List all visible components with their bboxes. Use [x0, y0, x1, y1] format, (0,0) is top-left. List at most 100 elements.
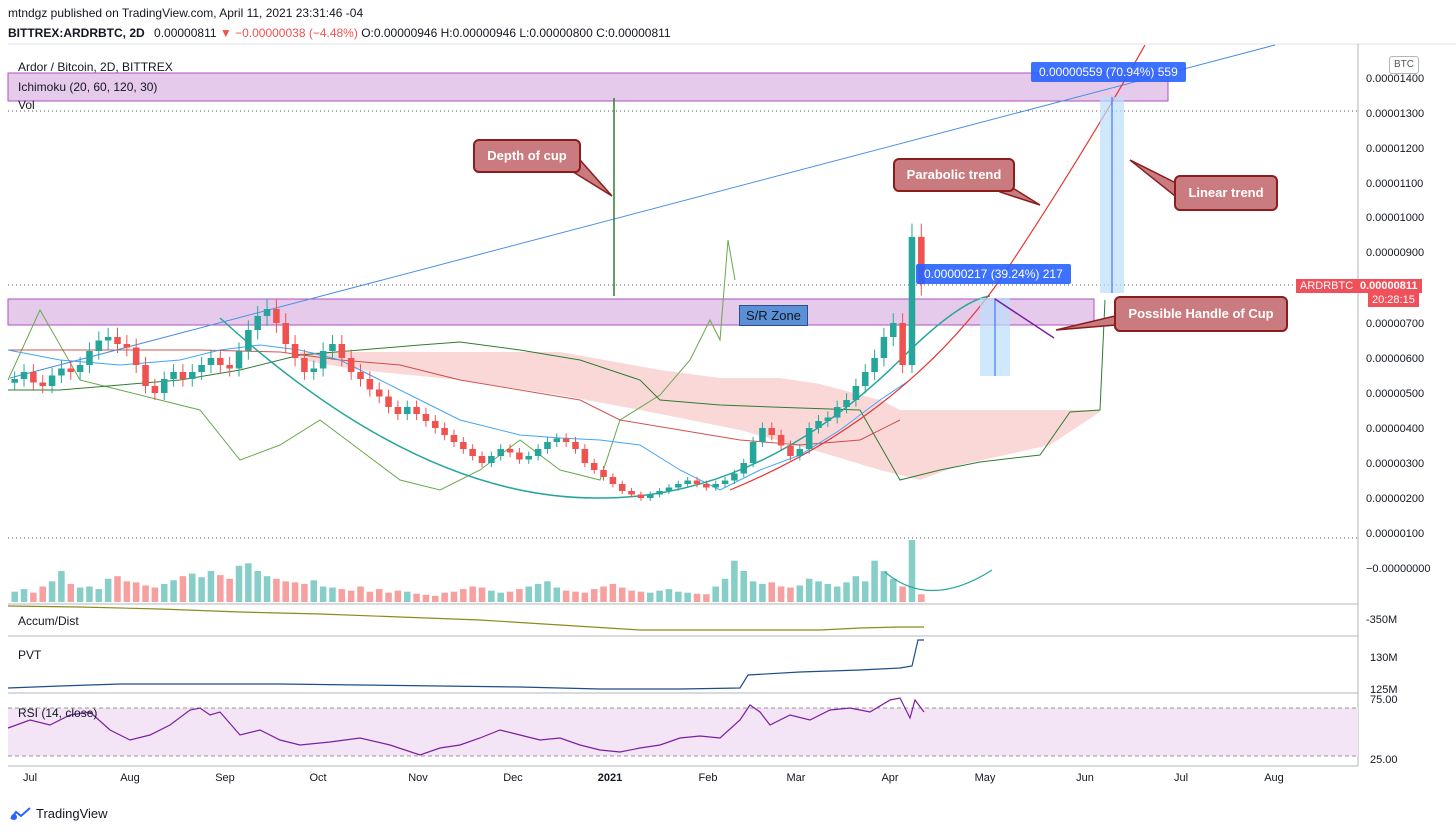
candle-body[interactable]: [693, 480, 701, 485]
tradingview-logo[interactable]: TradingView: [10, 806, 108, 821]
candle-body[interactable]: [39, 382, 46, 387]
candle-body[interactable]: [375, 389, 383, 397]
candle-body[interactable]: [179, 372, 187, 379]
candle-body[interactable]: [76, 365, 84, 372]
candle-body[interactable]: [553, 438, 561, 443]
candle-body[interactable]: [665, 487, 673, 492]
candle-body[interactable]: [142, 365, 149, 386]
candle-body[interactable]: [572, 442, 579, 449]
candle-body[interactable]: [656, 491, 663, 495]
candle-body[interactable]: [516, 452, 523, 460]
candle-body[interactable]: [544, 442, 551, 449]
candle-body[interactable]: [637, 494, 645, 499]
candle-body[interactable]: [618, 484, 626, 491]
vol-label[interactable]: Vol: [18, 98, 35, 112]
candle-body[interactable]: [273, 309, 280, 323]
candle-body[interactable]: [123, 344, 131, 348]
candle-body[interactable]: [460, 442, 467, 449]
candle-body[interactable]: [749, 442, 757, 463]
candle-body[interactable]: [11, 379, 18, 383]
candle-body[interactable]: [329, 344, 336, 351]
ichimoku-label[interactable]: Ichimoku (20, 60, 120, 30): [18, 80, 158, 94]
candle-body[interactable]: [86, 351, 93, 365]
candle-body[interactable]: [357, 372, 364, 379]
candle-body[interactable]: [628, 491, 635, 495]
candle-body[interactable]: [394, 407, 402, 414]
candle-body[interactable]: [890, 323, 897, 337]
candle-body[interactable]: [740, 463, 748, 474]
candle-body[interactable]: [67, 368, 75, 373]
candle-body[interactable]: [796, 449, 804, 456]
candle-body[interactable]: [600, 470, 607, 477]
candle-body[interactable]: [843, 400, 850, 407]
currency-badge[interactable]: BTC: [1389, 56, 1419, 74]
candle-body[interactable]: [759, 428, 766, 442]
candle-body[interactable]: [432, 421, 439, 428]
candle-body[interactable]: [908, 236, 916, 365]
candle-body[interactable]: [609, 477, 617, 484]
candle-body[interactable]: [777, 435, 785, 446]
candle-body[interactable]: [254, 316, 261, 330]
candle-body[interactable]: [899, 323, 906, 365]
candle-body[interactable]: [301, 358, 308, 372]
candle-body[interactable]: [787, 445, 794, 457]
measure-label-2[interactable]: 0.00000217 (39.24%) 217: [916, 264, 1071, 284]
candle-body[interactable]: [198, 365, 205, 372]
candle-body[interactable]: [852, 386, 860, 400]
candle-body[interactable]: [450, 435, 458, 442]
candle-body[interactable]: [880, 337, 888, 358]
candle-body[interactable]: [731, 473, 738, 481]
candle-body[interactable]: [58, 368, 65, 376]
candle-body[interactable]: [534, 449, 542, 456]
candle-body[interactable]: [581, 449, 589, 463]
rsi-label[interactable]: RSI (14, close): [18, 706, 98, 720]
callout-parabolic-trend[interactable]: Parabolic trend: [893, 158, 1015, 192]
candle-body[interactable]: [805, 428, 813, 449]
candle-body[interactable]: [712, 484, 719, 488]
candle-body[interactable]: [48, 375, 56, 387]
candle-body[interactable]: [918, 236, 925, 285]
candle-body[interactable]: [30, 372, 37, 383]
candle-body[interactable]: [132, 347, 140, 366]
measure-label-1[interactable]: 0.00000559 (70.94%) 559: [1031, 62, 1186, 82]
candle-body[interactable]: [114, 337, 121, 344]
candle-body[interactable]: [684, 480, 691, 485]
sr-zone-label[interactable]: S/R Zone: [739, 305, 808, 326]
candle-body[interactable]: [151, 386, 159, 393]
candle-body[interactable]: [170, 372, 177, 379]
candle-body[interactable]: [441, 428, 448, 435]
candle-body[interactable]: [235, 351, 243, 369]
candle-body[interactable]: [20, 372, 28, 379]
callout-depth-of-cup[interactable]: Depth of cup: [473, 139, 581, 173]
pvt-label[interactable]: PVT: [18, 648, 42, 662]
candle-body[interactable]: [478, 456, 486, 463]
candle-body[interactable]: [871, 358, 878, 372]
candle-body[interactable]: [245, 330, 252, 351]
candle-body[interactable]: [861, 372, 869, 386]
candle-body[interactable]: [263, 309, 271, 316]
candle-body[interactable]: [506, 449, 514, 453]
candle-body[interactable]: [497, 449, 504, 456]
candle-body[interactable]: [703, 484, 710, 488]
candle-body[interactable]: [95, 340, 103, 352]
candle-body[interactable]: [590, 463, 598, 470]
candle-body[interactable]: [413, 407, 420, 414]
candle-body[interactable]: [104, 337, 112, 341]
candle-body[interactable]: [646, 494, 654, 499]
candle-body[interactable]: [721, 480, 729, 485]
candle-body[interactable]: [319, 351, 327, 369]
candle-body[interactable]: [385, 396, 392, 408]
candle-body[interactable]: [217, 358, 224, 365]
candle-body[interactable]: [188, 372, 196, 379]
candle-body[interactable]: [768, 428, 776, 435]
candle-body[interactable]: [675, 484, 682, 488]
candle-body[interactable]: [207, 358, 215, 365]
candle-body[interactable]: [562, 438, 570, 443]
candle-body[interactable]: [824, 417, 832, 422]
candle-body[interactable]: [160, 379, 168, 393]
candle-body[interactable]: [833, 407, 841, 418]
candle-body[interactable]: [488, 456, 495, 463]
callout-handle[interactable]: Possible Handle of Cup: [1114, 296, 1288, 332]
candle-body[interactable]: [469, 449, 476, 456]
